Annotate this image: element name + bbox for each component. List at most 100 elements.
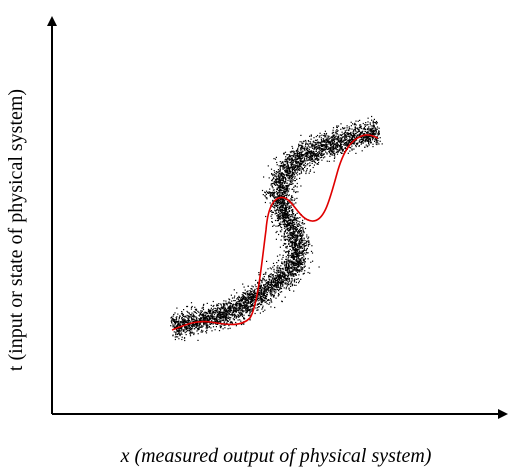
scatter-point [252,297,254,299]
scatter-point [295,234,297,236]
scatter-point [293,186,295,188]
scatter-point [371,127,373,129]
scatter-point [362,128,365,130]
scatter-point [236,301,238,303]
scatter-point [251,291,253,293]
scatter-point [285,178,287,180]
scatter-point [291,254,293,256]
scatter-point [287,189,289,191]
scatter-point [340,148,342,150]
scatter-point [182,323,184,325]
scatter-point [297,247,299,249]
scatter-point [250,310,252,312]
scatter-point [223,304,225,306]
scatter-point [259,287,261,289]
scatter-point [298,143,300,145]
scatter-point [246,295,248,297]
scatter-point [304,227,307,230]
scatter-point [340,151,342,154]
scatter-point [286,165,288,168]
scatter-point [172,318,174,320]
scatter-point [279,193,281,195]
scatter-point [257,303,259,305]
scatter-point [227,307,229,309]
scatter-point [282,209,284,211]
scatter-point [341,143,343,145]
scatter-point [335,138,337,140]
scatter-point [276,196,278,198]
scatter-point [263,291,265,293]
scatter-point [270,276,272,278]
scatter-point [179,315,181,317]
scatter-point [270,299,272,301]
scatter-point [295,230,297,232]
scatter-point [249,308,252,310]
scatter-point [292,230,294,232]
scatter-point [220,304,222,306]
scatter-point [313,152,315,154]
scatter-point [291,277,293,280]
scatter-point [188,325,190,328]
scatter-point [258,291,260,294]
scatter-point [192,313,194,315]
scatter-point [294,240,296,242]
scatter-point [288,205,290,208]
scatter-point [226,304,228,306]
scatter-point [202,316,204,318]
scatter-point [275,277,277,279]
scatter-point [240,323,243,326]
scatter-point [264,201,266,204]
scatter-point [290,256,292,258]
scatter-point [200,331,202,333]
scatter-point [373,130,375,132]
scatter-point [198,311,200,313]
scatter-point [204,312,206,314]
scatter-point [248,307,250,309]
scatter-point [288,260,290,262]
scatter-point [280,198,283,200]
scatter-point [241,305,243,307]
scatter-point [341,148,343,150]
scatter-point [362,133,365,136]
scatter-point [210,313,212,315]
scatter-point [316,145,318,147]
scatter-point [319,154,322,156]
scatter-point [287,260,289,262]
scatter-point [311,143,314,145]
scatter-point [282,209,285,211]
scatter-point [293,247,296,249]
scatter-point [351,138,353,140]
scatter-point [289,267,291,269]
scatter-point [182,319,184,321]
scatter-point [245,308,247,310]
scatter-point [238,315,241,317]
scatter-point [301,161,303,163]
scatter-point [216,317,218,319]
scatter-point [300,262,302,264]
scatter-point [290,164,292,166]
scatter-point [269,293,271,295]
scatter-point [305,172,307,175]
scatter-point [208,317,210,319]
scatter-point [277,181,279,183]
scatter-point [284,231,286,233]
scatter-point [302,226,304,228]
scatter-point [286,238,288,241]
scatter-point [291,160,293,162]
scatter-point [202,314,204,316]
scatter-point [291,275,293,277]
scatter-point [226,303,228,305]
scatter-point [299,245,301,247]
scatter-point [286,168,288,170]
scatter-point [225,320,227,322]
scatter-point [306,240,308,242]
scatter-point [287,259,289,261]
scatter-point [247,290,249,292]
scatter-point [292,236,295,238]
scatter-point [257,309,259,311]
scatter-point [280,174,282,176]
scatter-point [265,192,267,194]
scatter-point [336,126,338,128]
scatter-point [260,300,262,302]
scatter-point [309,272,311,274]
